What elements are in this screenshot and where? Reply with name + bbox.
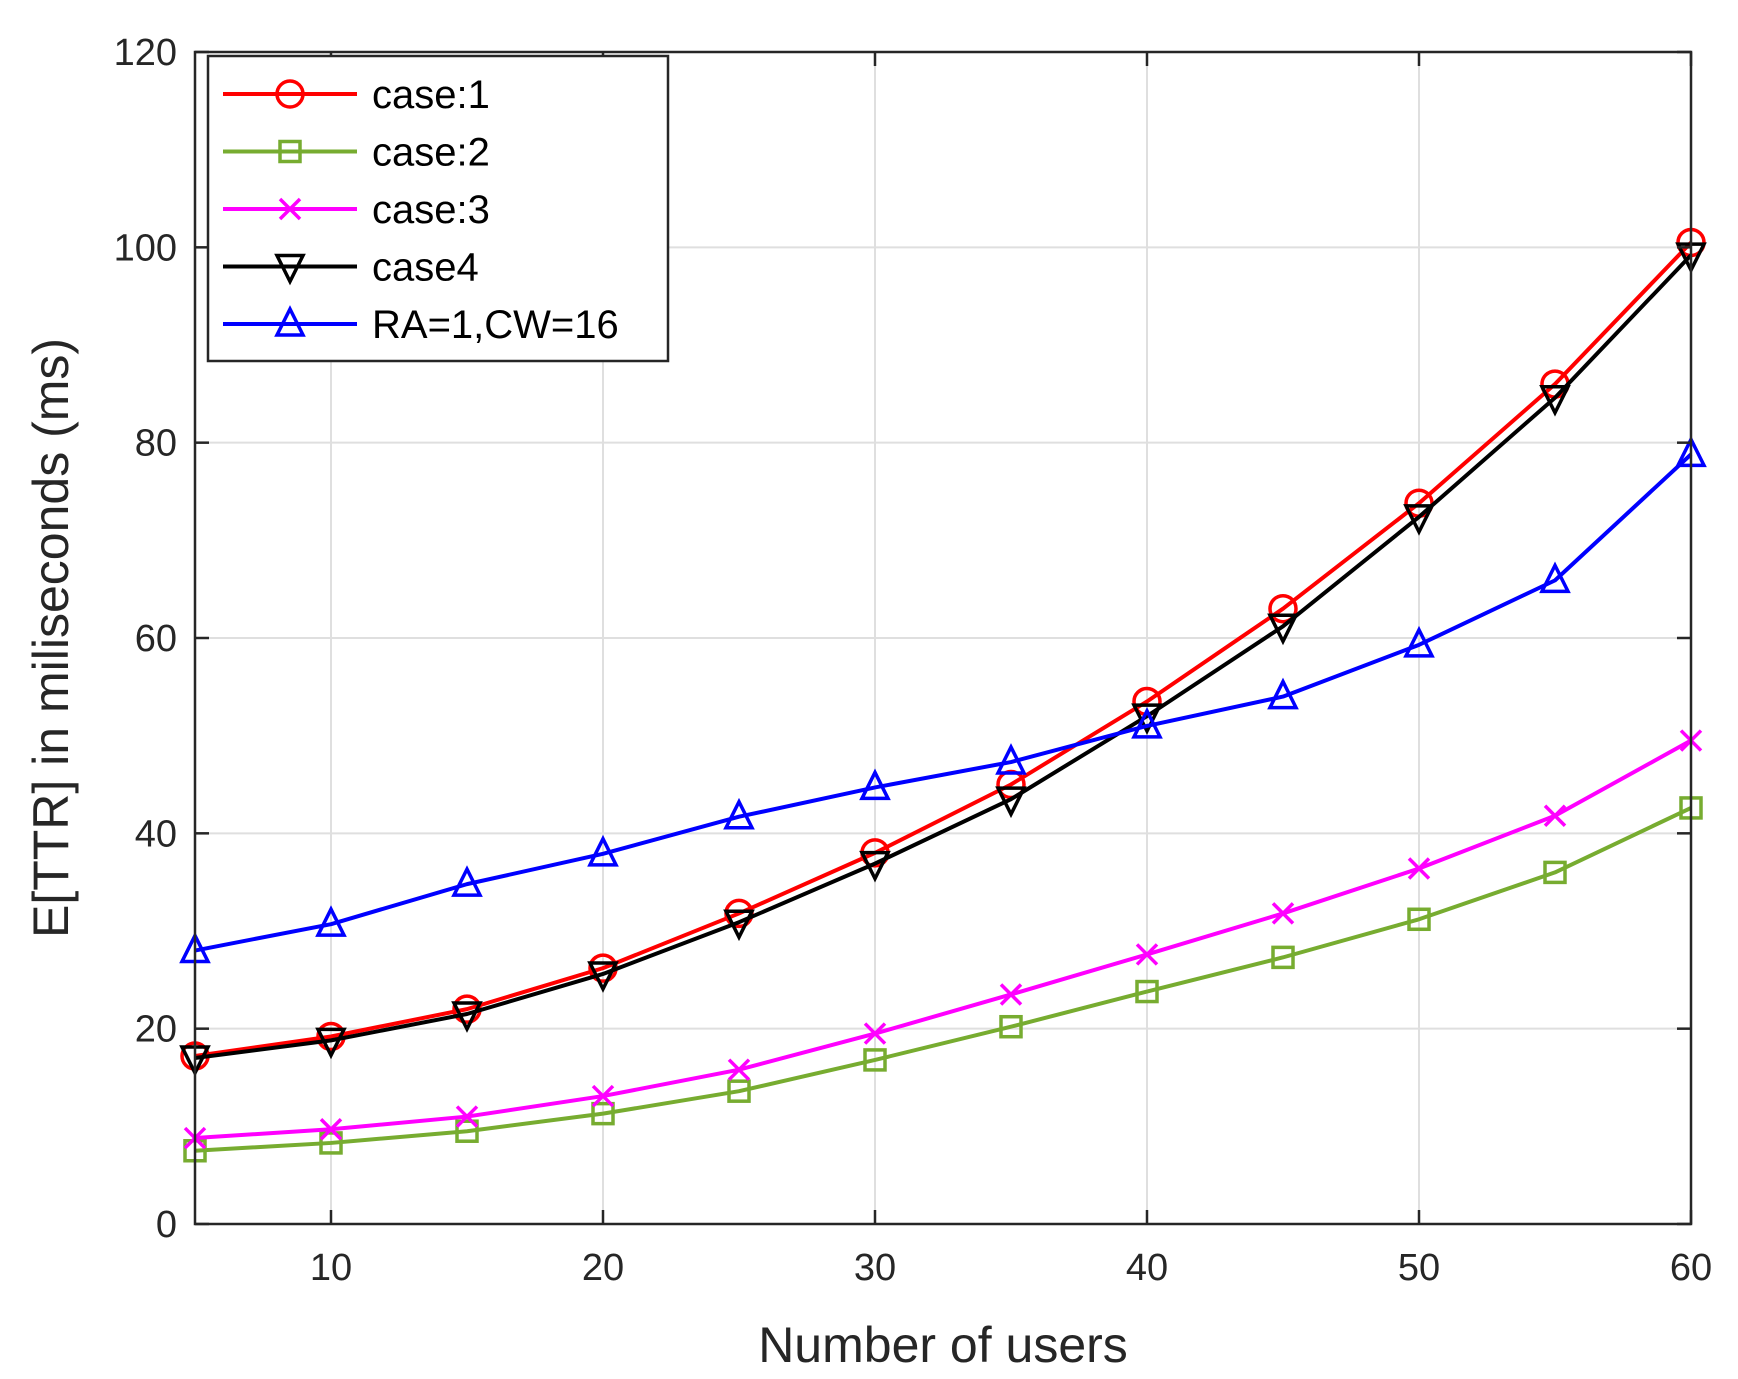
data-point xyxy=(1135,943,1159,966)
data-point xyxy=(1131,706,1163,739)
legend-label: case4 xyxy=(372,246,479,290)
data-point xyxy=(995,786,1027,819)
data-point xyxy=(859,850,891,883)
data-point xyxy=(451,865,483,897)
legend-marker xyxy=(275,79,305,109)
series-3 xyxy=(183,729,1703,1150)
data-point xyxy=(1268,593,1298,624)
data-point xyxy=(995,743,1027,775)
data-point xyxy=(315,1027,347,1060)
y-tick-label: 0 xyxy=(156,1204,177,1246)
y-tick-label: 80 xyxy=(135,423,177,465)
series-line xyxy=(194,452,1693,953)
x-tick-label: 30 xyxy=(854,1247,896,1289)
data-point xyxy=(863,1022,887,1045)
data-point xyxy=(591,1101,615,1126)
x-tick-label: 20 xyxy=(582,1247,624,1289)
data-point xyxy=(1407,857,1431,880)
data-point xyxy=(587,834,619,867)
data-point xyxy=(1135,979,1159,1004)
legend-label: case:1 xyxy=(372,73,490,117)
data-point xyxy=(1403,504,1435,536)
y-tick-labels: 0 20 40 60 80 100 120 xyxy=(114,32,177,1246)
series-line xyxy=(194,253,1693,1060)
legend-entry: RA=1,CW=16 xyxy=(223,303,619,347)
legend-items: case:1 case:2 case:3 case4 RA=1,CW=16 xyxy=(223,73,619,347)
legend-label: case:3 xyxy=(372,188,490,232)
data-point xyxy=(727,1079,751,1103)
data-point xyxy=(727,1058,751,1081)
data-point xyxy=(1407,907,1431,932)
data-point xyxy=(455,1119,479,1143)
data-point xyxy=(1271,902,1295,925)
data-point xyxy=(1543,860,1567,885)
y-tick-label: 120 xyxy=(114,32,177,74)
data-point xyxy=(1403,625,1435,658)
legend-entry: case4 xyxy=(223,246,479,290)
y-axis-title: E[TTR] in miliseconds (ms) xyxy=(23,338,79,938)
series-line xyxy=(194,806,1692,1153)
data-point xyxy=(451,1001,483,1033)
y-tick-label: 40 xyxy=(135,813,177,855)
x-tick-label: 10 xyxy=(310,1247,352,1289)
x-axis-title: Number of users xyxy=(758,1317,1128,1373)
legend-entry: case:2 xyxy=(223,131,490,175)
y-tick-label: 100 xyxy=(114,227,177,269)
legend-entry: case:3 xyxy=(223,188,490,232)
data-point xyxy=(999,983,1023,1006)
data-point xyxy=(859,768,891,801)
data-point xyxy=(1539,561,1571,594)
x-tick-label: 50 xyxy=(1398,1247,1440,1289)
legend-marker xyxy=(274,305,306,337)
x-tick-label: 40 xyxy=(1126,1247,1168,1289)
data-point xyxy=(723,909,755,942)
x-tick-labels: 10 20 30 40 50 60 xyxy=(310,1247,1712,1289)
y-tick-label: 60 xyxy=(135,618,177,660)
data-point xyxy=(591,1084,615,1108)
data-point xyxy=(455,1105,479,1128)
legend-entry: case:1 xyxy=(223,73,490,117)
legend-label: RA=1,CW=16 xyxy=(372,303,619,347)
data-point xyxy=(1543,804,1567,827)
data-point xyxy=(1539,384,1571,417)
legend-marker xyxy=(278,139,302,164)
data-point xyxy=(315,905,347,937)
data-point xyxy=(1271,945,1295,970)
data-point xyxy=(723,797,755,830)
data-point xyxy=(1131,703,1163,736)
legend-label: case:2 xyxy=(372,131,490,175)
x-tick-label: 60 xyxy=(1670,1247,1712,1289)
series-line xyxy=(194,738,1692,1141)
data-point xyxy=(1267,677,1299,710)
legend-marker xyxy=(278,197,302,221)
legend-marker xyxy=(274,253,306,286)
data-point xyxy=(319,1131,343,1155)
data-point xyxy=(999,1014,1023,1039)
series-line xyxy=(194,241,1693,1058)
data-point xyxy=(1267,613,1299,646)
data-point xyxy=(863,1048,887,1072)
data-point xyxy=(587,961,619,993)
series-4 xyxy=(179,242,1707,1077)
legend: case:1 case:2 case:3 case4 RA=1,CW=16 xyxy=(206,54,670,363)
data-point xyxy=(319,1118,343,1141)
y-tick-label: 20 xyxy=(135,1009,177,1051)
